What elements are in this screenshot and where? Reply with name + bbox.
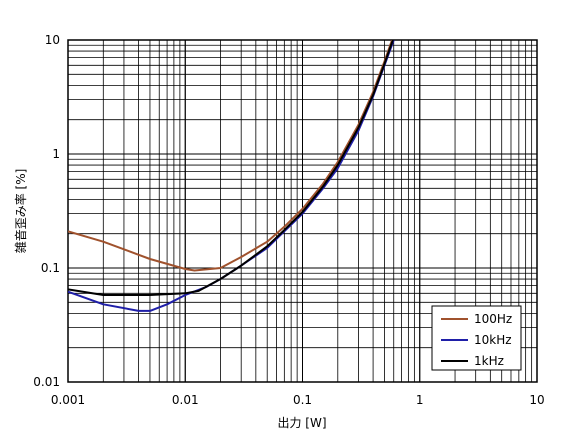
legend-box xyxy=(431,305,522,371)
x-tick-label: 1 xyxy=(416,393,424,407)
x-tick-label: 0.001 xyxy=(51,393,85,407)
x-tick-label: 0.01 xyxy=(172,393,199,407)
x-tick-labels: 0.001 0.01 0.1 1 10 xyxy=(51,393,545,407)
y-axis-title: 雑音歪み率 [%] xyxy=(13,169,28,254)
plot-frame xyxy=(67,39,538,383)
y-tick-labels: 0.01 0.1 1 10 xyxy=(33,33,60,389)
legend: 100Hz 10kHz 1kHz xyxy=(431,305,522,371)
series-line-1khz xyxy=(68,40,394,296)
x-tick-label: 10 xyxy=(529,393,544,407)
y-tick-label: 0.1 xyxy=(41,261,60,275)
x-tick-label: 0.1 xyxy=(293,393,312,407)
series-layer xyxy=(68,40,395,312)
y-tick-label: 1 xyxy=(52,147,60,161)
series-line-10khz xyxy=(68,40,395,312)
legend-label: 100Hz xyxy=(474,312,512,326)
legend-label: 1kHz xyxy=(474,354,504,368)
series-line-100hz xyxy=(68,40,394,272)
x-axis-title: 出力 [W] xyxy=(277,416,326,430)
y-tick-label: 0.01 xyxy=(33,375,60,389)
y-tick-label: 10 xyxy=(45,33,60,47)
legend-label: 10kHz xyxy=(474,333,512,347)
grid xyxy=(67,39,538,383)
